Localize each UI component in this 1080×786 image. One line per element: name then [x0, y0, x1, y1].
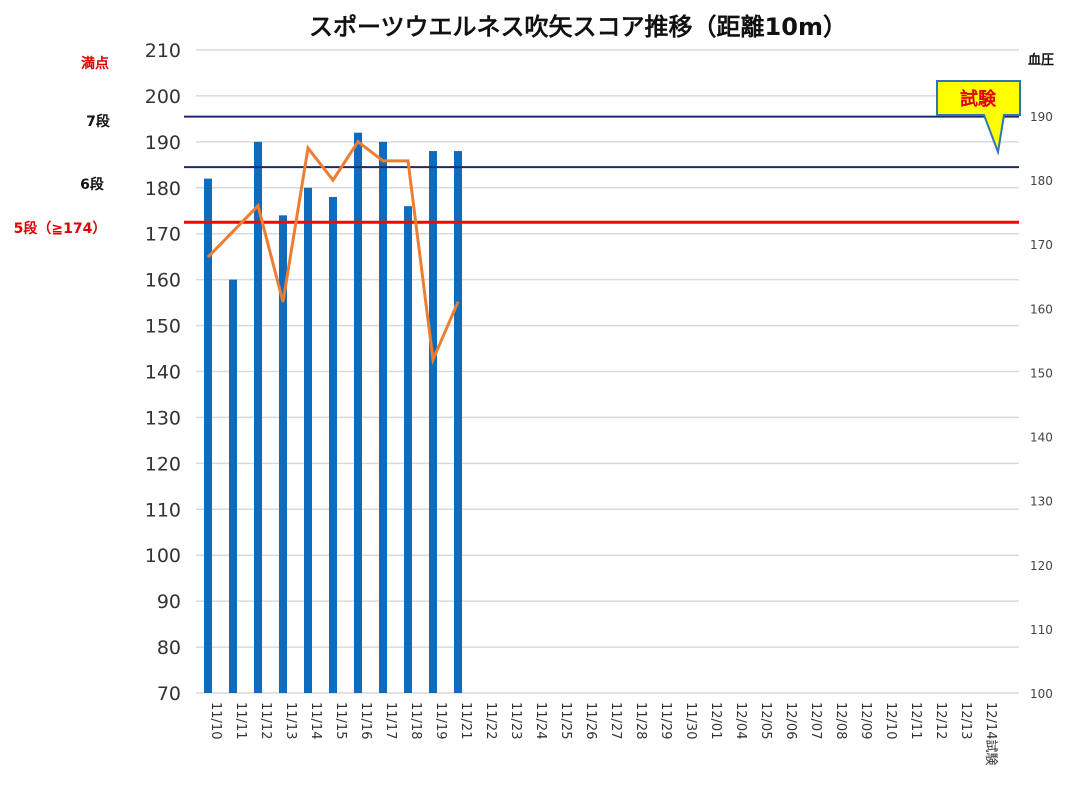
y-tick-label: 170 [145, 224, 181, 246]
x-tick-label: 12/01 [708, 702, 723, 739]
line-point [307, 147, 309, 149]
x-tick-label: 12/11 [908, 702, 923, 739]
x-axis-ticks: 11/10 11/11 11/12 11/13 11/14 11/15 11/16 11/17… [208, 702, 999, 765]
y2-axis-ticks: 100 110 120 130 140 150 160 170 180 190 [1030, 110, 1053, 701]
line-point [457, 301, 459, 303]
chart-title: スポーツウエルネス吹矢スコア推移（距離10m） [309, 13, 847, 41]
line-series [206, 139, 460, 366]
x-tick-label: 12/13 [958, 702, 973, 739]
x-tick-label: 11/21 [458, 702, 473, 739]
bar [279, 215, 287, 694]
x-tick-label: 11/11 [233, 702, 248, 739]
y-tick-label: 110 [145, 499, 181, 521]
x-tick-label: 11/14 [308, 702, 323, 739]
x-tick-label: 11/22 [483, 702, 498, 739]
x-tick-label: 12/08 [833, 702, 848, 739]
line-point [357, 141, 359, 143]
y2-tick-label: 170 [1030, 238, 1053, 252]
x-tick-label: 11/10 [208, 702, 223, 739]
x-tick-label: 11/16 [358, 702, 373, 739]
reference-label: 5段（≧174） [14, 220, 107, 237]
callout-text: 試験 [960, 88, 997, 110]
y2-tick-label: 120 [1030, 559, 1053, 573]
y2-tick-label: 160 [1030, 302, 1053, 316]
x-tick-label: 12/04 [733, 702, 748, 739]
y-tick-label: 100 [145, 545, 181, 567]
reference-label: 満点 [81, 55, 109, 72]
y-tick-label: 190 [145, 132, 181, 154]
x-tick-label: 12/07 [808, 702, 823, 739]
x-tick-label: 11/26 [583, 702, 598, 739]
line-point [432, 359, 434, 361]
y-tick-label: 120 [145, 453, 181, 475]
x-tick-label: 12/12 [933, 702, 948, 739]
y2-tick-label: 180 [1030, 174, 1053, 188]
x-tick-label: 11/29 [658, 702, 673, 739]
x-tick-label: 12/10 [883, 702, 898, 739]
bar [354, 132, 362, 693]
y-tick-label: 90 [157, 591, 181, 613]
y2-tick-label: 150 [1030, 366, 1053, 380]
y-tick-label: 200 [145, 86, 181, 108]
x-tick-label: 11/25 [558, 702, 573, 739]
x-tick-label: 11/18 [408, 702, 423, 739]
y2-axis-label: 血圧 [1028, 52, 1054, 68]
y-tick-label: 130 [145, 407, 181, 429]
bar [304, 187, 312, 694]
x-tick-label: 12/09 [858, 702, 873, 739]
bar [254, 141, 262, 693]
y2-tick-label: 130 [1030, 495, 1053, 509]
x-tick-label: 11/17 [383, 702, 398, 739]
line-point [282, 301, 284, 303]
line-point [382, 160, 384, 162]
bar [329, 196, 337, 693]
bar-series [204, 132, 462, 694]
y-tick-label: 160 [145, 270, 181, 292]
callout-bubble [936, 80, 1021, 156]
x-tick-label: 11/23 [508, 702, 523, 739]
x-tick-label: 11/24 [533, 702, 548, 739]
y-axis-ticks: 70 80 90 100 110 120 130 140 150 160 170 180 190 200 2… [145, 40, 181, 705]
y-tick-label: 150 [145, 316, 181, 338]
x-tick-label: 11/19 [433, 702, 448, 739]
bar [404, 206, 412, 693]
grid-lines [196, 49, 1019, 694]
reference-label: 6段 [80, 176, 104, 193]
line-point [207, 256, 209, 258]
line-point [257, 205, 259, 207]
x-tick-label: 11/28 [633, 702, 648, 739]
y-tick-label: 80 [157, 637, 181, 659]
bar [379, 141, 387, 693]
x-tick-label: 11/15 [333, 702, 348, 739]
x-tick-label: 12/14試験 [983, 702, 999, 765]
x-tick-label: 11/30 [683, 702, 698, 739]
bar [204, 178, 212, 694]
x-tick-label: 11/13 [283, 702, 298, 739]
y-tick-label: 210 [145, 40, 181, 62]
y-tick-label: 180 [145, 178, 181, 200]
y-tick-label: 140 [145, 362, 181, 384]
bar [429, 151, 437, 694]
x-tick-label: 11/27 [608, 702, 623, 739]
y-tick-label: 70 [157, 683, 181, 705]
y2-tick-label: 190 [1030, 110, 1053, 124]
exam-callout: 試験 [936, 80, 1021, 156]
x-tick-label: 12/06 [783, 702, 798, 739]
y2-tick-label: 140 [1030, 431, 1053, 445]
x-tick-label: 11/12 [258, 702, 273, 739]
line-point [407, 160, 409, 162]
y2-tick-label: 110 [1030, 623, 1053, 637]
bar [454, 151, 462, 694]
reference-label: 7段 [86, 113, 110, 130]
line-point [232, 230, 234, 232]
bar [229, 279, 237, 693]
x-tick-label: 12/05 [758, 702, 773, 739]
reference-labels: 満点 7段 6段 5段（≧174） [14, 55, 110, 237]
line-point [332, 179, 334, 181]
y2-tick-label: 100 [1030, 687, 1053, 701]
